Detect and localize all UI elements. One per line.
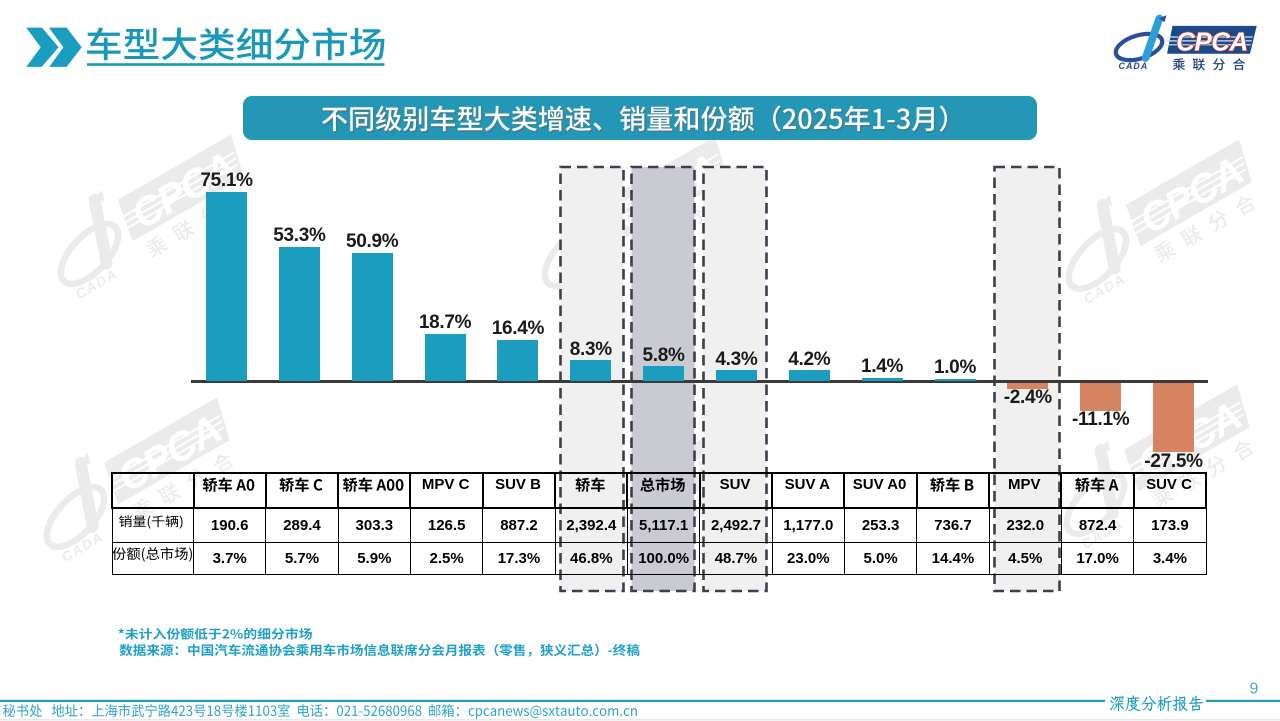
- svg-text:9: 9: [1250, 681, 1259, 698]
- svg-text:CADA: CADA: [1119, 61, 1149, 71]
- svg-text:CPCA: CPCA: [1176, 27, 1248, 57]
